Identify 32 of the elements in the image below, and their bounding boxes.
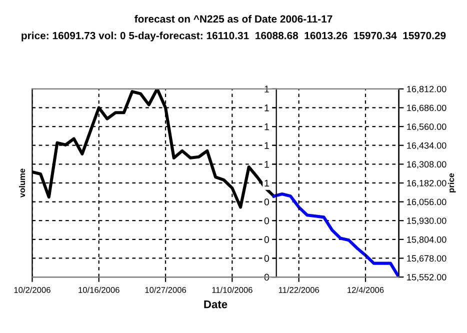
y-tick-label: 1	[264, 123, 269, 130]
x-tick-label: 11/10/2006	[212, 286, 252, 293]
line-series	[272, 192, 399, 278]
y2-tick-label: 15,930.00	[407, 218, 446, 226]
x-tick-label: 12/4/2006	[348, 286, 384, 293]
y2-tick-label: 16,182.00	[407, 180, 446, 188]
chart-title: forecast on ^N225 as of Date 2006-11-17	[134, 14, 332, 23]
y2-tick-label: 16,560.00	[407, 124, 446, 131]
y2-tick-label: 16,056.00	[407, 198, 446, 206]
y-tick-label: 0	[264, 236, 270, 244]
y-tick-label: 1	[264, 104, 269, 112]
y-tick-label: 1	[264, 180, 269, 187]
y2-axis-title: price	[448, 173, 456, 192]
chart-subtitle: price: 16091.73 vol: 0 5-day-forecast: 16110.31 16088.68 16013.26 15970.34 15970.29	[22, 32, 446, 42]
x-tick-label: 10/27/2006	[145, 286, 186, 293]
y2-tick-label: 15,678.00	[407, 255, 446, 263]
y2-tick-label: 15,552.00	[407, 274, 446, 282]
y2-tick-label: 16,434.00	[407, 142, 446, 150]
x-axis-title: Date	[204, 300, 228, 308]
y2-tick-label: 16,812.00	[407, 86, 446, 94]
y-tick-label: 1	[264, 161, 269, 168]
x-tick-label: 10/2/2006	[14, 286, 50, 293]
x-tick-label: 10/16/2006	[78, 286, 120, 293]
y2-tick-label: 15,804.00	[407, 236, 446, 244]
y-tick-label: 0	[264, 217, 270, 224]
y-tick-label: 0	[264, 198, 270, 206]
y2-tick-label: 16,686.00	[407, 104, 446, 112]
y-tick-label: 0	[264, 254, 270, 262]
y-axis-title: volume	[18, 168, 26, 198]
x-tick-label: 11/22/2006	[278, 286, 320, 293]
y2-tick-label: 16,308.00	[407, 161, 446, 169]
y-tick-label: 1	[264, 142, 269, 149]
